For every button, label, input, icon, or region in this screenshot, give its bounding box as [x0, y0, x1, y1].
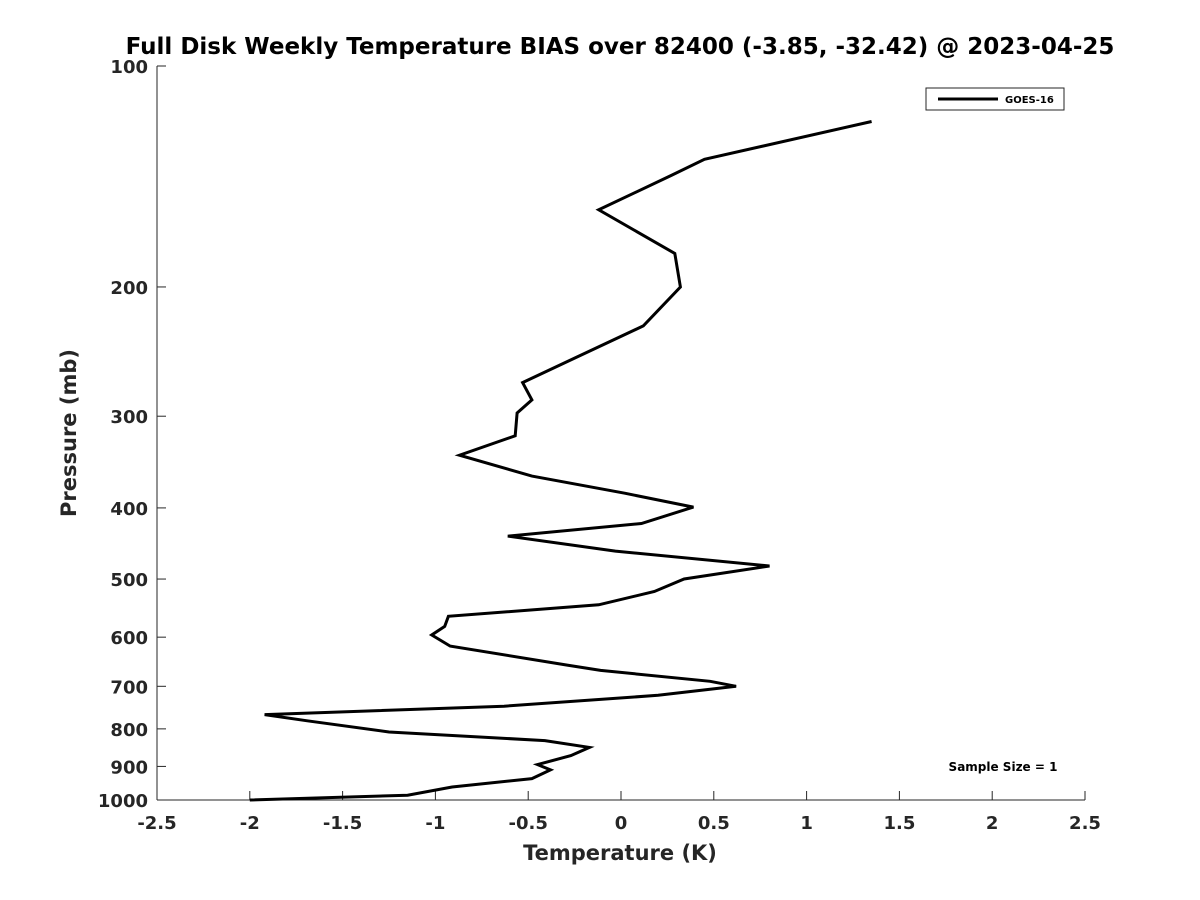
y-tick-label: 700 — [110, 677, 148, 698]
x-tick-label: 2 — [986, 813, 999, 834]
x-tick-label: 2.5 — [1069, 813, 1101, 834]
x-axis-ticks: -2.5 -2 -1.5 -1 -0.5 0 0.5 1 1.5 2 2.5 — [137, 791, 1101, 834]
y-tick-label: 300 — [110, 407, 148, 428]
x-tick-label: 1 — [800, 813, 813, 834]
chart-title: Full Disk Weekly Temperature BIAS over 8… — [126, 34, 1115, 60]
x-tick-label: -2.5 — [137, 813, 176, 834]
y-tick-label: 200 — [110, 278, 148, 299]
series-line-goes-16 — [249, 120, 872, 802]
x-tick-label: -1 — [425, 813, 445, 834]
x-tick-label: -2 — [240, 813, 260, 834]
x-tick-label: 1.5 — [883, 813, 915, 834]
x-tick-label: 0 — [615, 813, 628, 834]
x-tick-label: -0.5 — [509, 813, 548, 834]
y-axis-ticks: 100 200 300 400 500 600 700 800 900 1000 — [98, 57, 166, 812]
y-tick-label: 500 — [110, 570, 148, 591]
y-tick-label: 100 — [110, 57, 148, 78]
series-layer — [249, 120, 872, 802]
y-tick-label: 900 — [110, 757, 148, 778]
y-tick-label: 800 — [110, 720, 148, 741]
x-tick-label: 0.5 — [698, 813, 730, 834]
legend-label-goes-16: GOES-16 — [1005, 95, 1054, 106]
y-tick-label: 400 — [110, 499, 148, 520]
y-tick-label: 1000 — [98, 791, 148, 812]
y-tick-label: 600 — [110, 628, 148, 649]
x-axis-label: Temperature (K) — [523, 841, 717, 865]
legend: GOES-16 — [925, 87, 1065, 111]
sample-size-annotation: Sample Size = 1 — [949, 760, 1058, 774]
y-axis-label: Pressure (mb) — [57, 349, 81, 517]
x-tick-label: -1.5 — [323, 813, 362, 834]
